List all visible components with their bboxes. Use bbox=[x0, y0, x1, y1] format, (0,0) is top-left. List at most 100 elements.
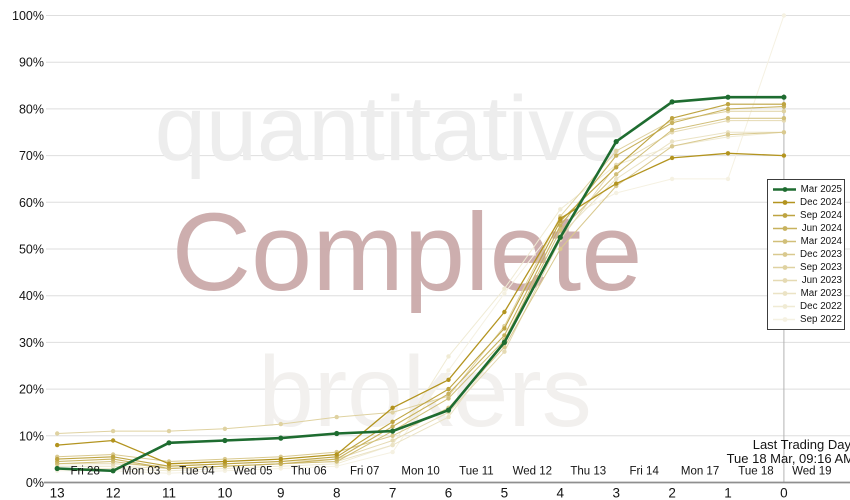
data-point-jun-2024[interactable] bbox=[558, 223, 563, 228]
legend-item[interactable]: Jun 2024 bbox=[772, 222, 842, 235]
data-point-dec-2024[interactable] bbox=[669, 155, 675, 161]
data-point-dec-2023[interactable] bbox=[390, 433, 395, 438]
data-point-mar-2023[interactable] bbox=[669, 139, 675, 144]
data-point-sep-2024[interactable] bbox=[110, 454, 116, 459]
data-point-mar-2024[interactable] bbox=[614, 172, 619, 177]
legend-item[interactable]: Mar 2025 bbox=[772, 183, 842, 196]
data-point-jun-2023[interactable] bbox=[502, 349, 507, 354]
data-point-dec-2024[interactable] bbox=[614, 181, 619, 186]
data-point-sep-2023[interactable] bbox=[781, 109, 787, 114]
data-point-mar-2025[interactable] bbox=[390, 428, 396, 434]
data-point-sep-2023[interactable] bbox=[55, 431, 60, 436]
legend-item[interactable]: Jun 2023 bbox=[772, 274, 842, 287]
data-point-mar-2025[interactable] bbox=[781, 94, 787, 100]
data-point-dec-2022[interactable] bbox=[446, 354, 451, 359]
data-point-mar-2025[interactable] bbox=[278, 435, 284, 441]
data-point-mar-2024[interactable] bbox=[725, 116, 731, 121]
legend-item[interactable]: Mar 2023 bbox=[772, 287, 842, 300]
data-point-sep-2023[interactable] bbox=[110, 428, 116, 434]
data-point-sep-2022[interactable] bbox=[725, 176, 731, 182]
data-point-jun-2024[interactable] bbox=[390, 424, 395, 429]
data-point-mar-2025[interactable] bbox=[166, 440, 172, 446]
data-point-dec-2024[interactable] bbox=[502, 309, 507, 315]
legend-item[interactable]: Sep 2023 bbox=[772, 261, 842, 274]
series-line-jun-2024[interactable] bbox=[56, 106, 785, 470]
data-point-dec-2024[interactable] bbox=[725, 151, 731, 156]
data-point-dec-2023[interactable] bbox=[558, 246, 563, 252]
legend-item[interactable]: Dec 2023 bbox=[772, 248, 842, 261]
data-point-jun-2024[interactable] bbox=[502, 333, 507, 338]
series-line-mar-2025[interactable] bbox=[55, 95, 786, 473]
data-point-mar-2025[interactable] bbox=[222, 437, 228, 444]
data-point-jun-2023[interactable] bbox=[390, 438, 395, 443]
series-line-dec-2024[interactable] bbox=[56, 152, 785, 465]
data-point-dec-2023[interactable] bbox=[781, 130, 787, 135]
data-point-dec-2023[interactable] bbox=[725, 132, 731, 137]
data-point-sep-2024[interactable] bbox=[390, 419, 395, 424]
data-point-dec-2024[interactable] bbox=[166, 461, 172, 466]
data-point-jun-2024[interactable] bbox=[446, 391, 451, 396]
data-point-mar-2025[interactable] bbox=[613, 139, 619, 145]
data-point-sep-2024[interactable] bbox=[446, 386, 451, 392]
data-point-dec-2024[interactable] bbox=[558, 216, 563, 221]
data-point-dec-2024[interactable] bbox=[110, 438, 116, 443]
data-point-dec-2024[interactable] bbox=[390, 405, 395, 410]
data-point-mar-2023[interactable] bbox=[446, 414, 451, 420]
data-point-mar-2024[interactable] bbox=[558, 228, 563, 233]
data-point-dec-2024[interactable] bbox=[222, 459, 228, 464]
data-point-mar-2025[interactable] bbox=[54, 465, 60, 472]
legend-item[interactable]: Sep 2022 bbox=[772, 313, 842, 326]
data-point-mar-2024[interactable] bbox=[446, 396, 451, 401]
series-line-sep-2024[interactable] bbox=[56, 103, 785, 467]
data-point-sep-2023[interactable] bbox=[334, 414, 339, 420]
data-point-mar-2025[interactable] bbox=[725, 94, 731, 100]
series-line-sep-2023[interactable] bbox=[56, 110, 785, 434]
data-point-jun-2024[interactable] bbox=[725, 106, 731, 112]
data-point-sep-2024[interactable] bbox=[502, 326, 507, 331]
legend-item[interactable]: Dec 2024 bbox=[772, 196, 842, 209]
data-point-dec-2024[interactable] bbox=[278, 456, 283, 462]
data-point-mar-2023[interactable] bbox=[390, 442, 395, 448]
series-line-dec-2022[interactable] bbox=[56, 131, 785, 472]
data-point-mar-2025[interactable] bbox=[557, 234, 563, 240]
data-point-dec-2024[interactable] bbox=[781, 153, 787, 158]
series-line-sep-2022[interactable] bbox=[56, 15, 785, 474]
data-point-mar-2025[interactable] bbox=[445, 407, 452, 413]
data-point-mar-2025[interactable] bbox=[334, 430, 340, 437]
data-point-dec-2022[interactable] bbox=[502, 286, 507, 291]
data-point-dec-2024[interactable] bbox=[55, 442, 60, 448]
data-point-mar-2025[interactable] bbox=[501, 339, 507, 345]
data-point-mar-2023[interactable] bbox=[614, 176, 619, 182]
data-point-sep-2022[interactable] bbox=[390, 449, 395, 455]
data-point-sep-2023[interactable] bbox=[278, 421, 283, 427]
data-point-sep-2022[interactable] bbox=[502, 291, 507, 296]
data-point-dec-2023[interactable] bbox=[669, 144, 675, 149]
data-point-sep-2022[interactable] bbox=[781, 13, 787, 18]
data-point-sep-2024[interactable] bbox=[669, 116, 675, 121]
data-point-sep-2022[interactable] bbox=[614, 190, 619, 196]
data-point-mar-2025[interactable] bbox=[669, 99, 675, 105]
data-point-dec-2022[interactable] bbox=[558, 207, 563, 212]
data-point-jun-2024[interactable] bbox=[669, 120, 675, 126]
data-point-mar-2024[interactable] bbox=[781, 116, 787, 121]
data-point-dec-2024[interactable] bbox=[446, 377, 451, 382]
data-point-sep-2024[interactable] bbox=[725, 102, 731, 107]
legend-item-label: Mar 2024 bbox=[800, 236, 842, 247]
legend-item[interactable]: Mar 2024 bbox=[772, 235, 842, 248]
data-point-dec-2023[interactable] bbox=[502, 344, 507, 350]
data-point-sep-2023[interactable] bbox=[614, 148, 619, 154]
data-point-sep-2024[interactable] bbox=[614, 165, 619, 170]
legend-item[interactable]: Dec 2022 bbox=[772, 300, 842, 313]
data-point-jun-2024[interactable] bbox=[614, 153, 619, 158]
data-point-sep-2022[interactable] bbox=[446, 368, 451, 373]
data-point-sep-2023[interactable] bbox=[390, 410, 395, 415]
data-point-sep-2024[interactable] bbox=[55, 456, 60, 462]
data-point-sep-2022[interactable] bbox=[669, 176, 675, 182]
data-point-mar-2024[interactable] bbox=[669, 127, 675, 133]
data-point-sep-2023[interactable] bbox=[222, 426, 228, 431]
data-point-mar-2025[interactable] bbox=[110, 468, 116, 474]
data-point-sep-2024[interactable] bbox=[781, 102, 787, 107]
data-point-dec-2024[interactable] bbox=[334, 452, 339, 457]
legend-item[interactable]: Sep 2024 bbox=[772, 209, 842, 222]
data-point-sep-2023[interactable] bbox=[166, 428, 172, 434]
